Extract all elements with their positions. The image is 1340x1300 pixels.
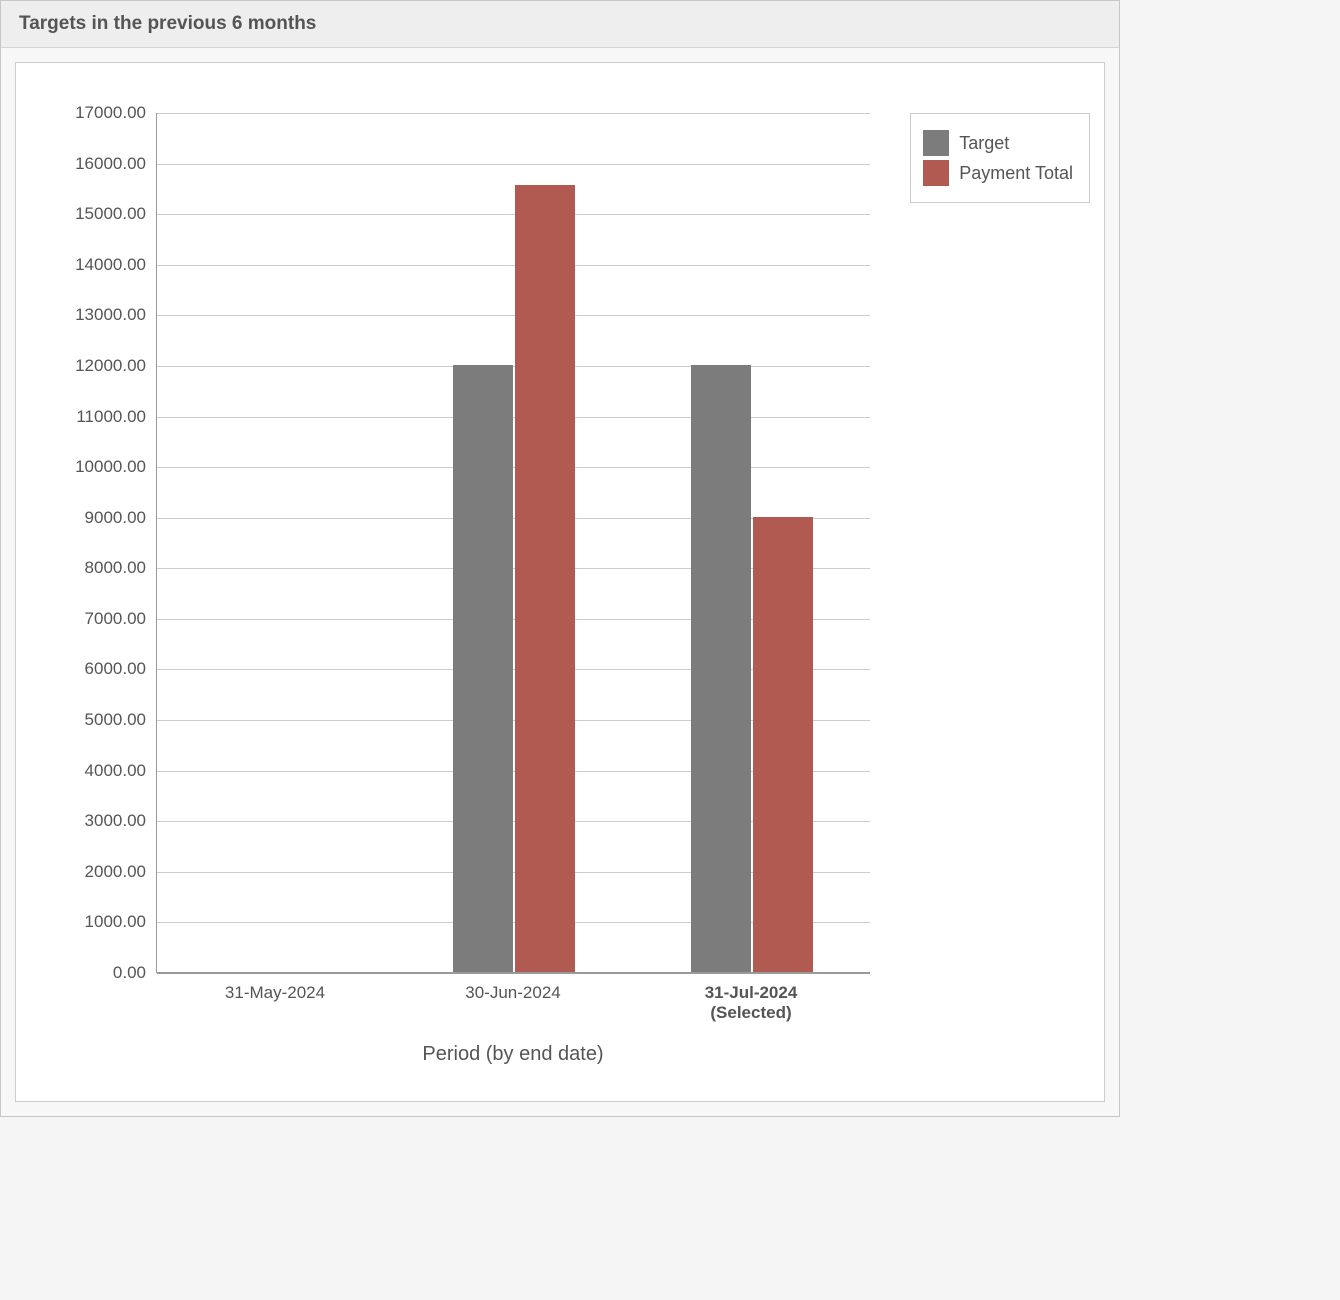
x-tick-label: 31-Jul-2024(Selected) bbox=[651, 983, 851, 1024]
y-tick-label: 3000.00 bbox=[16, 811, 146, 831]
y-tick-label: 10000.00 bbox=[16, 457, 146, 477]
y-tick-label: 15000.00 bbox=[16, 204, 146, 224]
gridline bbox=[157, 113, 870, 114]
gridline bbox=[157, 164, 870, 165]
y-tick-label: 13000.00 bbox=[16, 305, 146, 325]
y-tick-label: 2000.00 bbox=[16, 862, 146, 882]
legend-label-target: Target bbox=[959, 133, 1009, 154]
gridline bbox=[157, 366, 870, 367]
bar bbox=[453, 365, 513, 972]
legend-swatch-payment-total bbox=[923, 160, 949, 186]
y-tick-label: 17000.00 bbox=[16, 103, 146, 123]
legend-label-payment-total: Payment Total bbox=[959, 163, 1073, 184]
legend-item-target: Target bbox=[923, 130, 1073, 156]
y-tick-label: 7000.00 bbox=[16, 609, 146, 629]
chart-panel: Targets in the previous 6 months 0.00 100… bbox=[0, 0, 1120, 1117]
x-tick-label: 30-Jun-2024 bbox=[413, 983, 613, 1003]
y-tick-label: 0.00 bbox=[16, 963, 146, 983]
bar bbox=[515, 185, 575, 972]
x-tick-label: 31-May-2024 bbox=[175, 983, 375, 1003]
gridline bbox=[157, 265, 870, 266]
gridline bbox=[157, 467, 870, 468]
legend-swatch-target bbox=[923, 130, 949, 156]
legend-item-payment-total: Payment Total bbox=[923, 160, 1073, 186]
y-tick-label: 1000.00 bbox=[16, 912, 146, 932]
y-tick-label: 14000.00 bbox=[16, 255, 146, 275]
y-tick-label: 9000.00 bbox=[16, 508, 146, 528]
x-axis-title: Period (by end date) bbox=[156, 1043, 870, 1066]
gridline bbox=[157, 315, 870, 316]
bar bbox=[691, 365, 751, 972]
y-tick-label: 16000.00 bbox=[16, 154, 146, 174]
chart-container: 0.00 1000.00 2000.00 3000.00 4000.00 5000.00 6… bbox=[15, 62, 1105, 1102]
bar bbox=[753, 517, 813, 972]
y-tick-label: 8000.00 bbox=[16, 558, 146, 578]
panel-body: 0.00 1000.00 2000.00 3000.00 4000.00 5000.00 6… bbox=[1, 48, 1119, 1116]
y-tick-label: 12000.00 bbox=[16, 356, 146, 376]
plot-area bbox=[156, 113, 870, 973]
gridline bbox=[157, 214, 870, 215]
gridline bbox=[157, 973, 870, 974]
y-tick-label: 6000.00 bbox=[16, 659, 146, 679]
chart-legend: Target Payment Total bbox=[910, 113, 1090, 203]
y-tick-label: 11000.00 bbox=[16, 407, 146, 427]
panel-title: Targets in the previous 6 months bbox=[1, 1, 1119, 48]
gridline bbox=[157, 417, 870, 418]
y-tick-label: 4000.00 bbox=[16, 761, 146, 781]
y-tick-label: 5000.00 bbox=[16, 710, 146, 730]
